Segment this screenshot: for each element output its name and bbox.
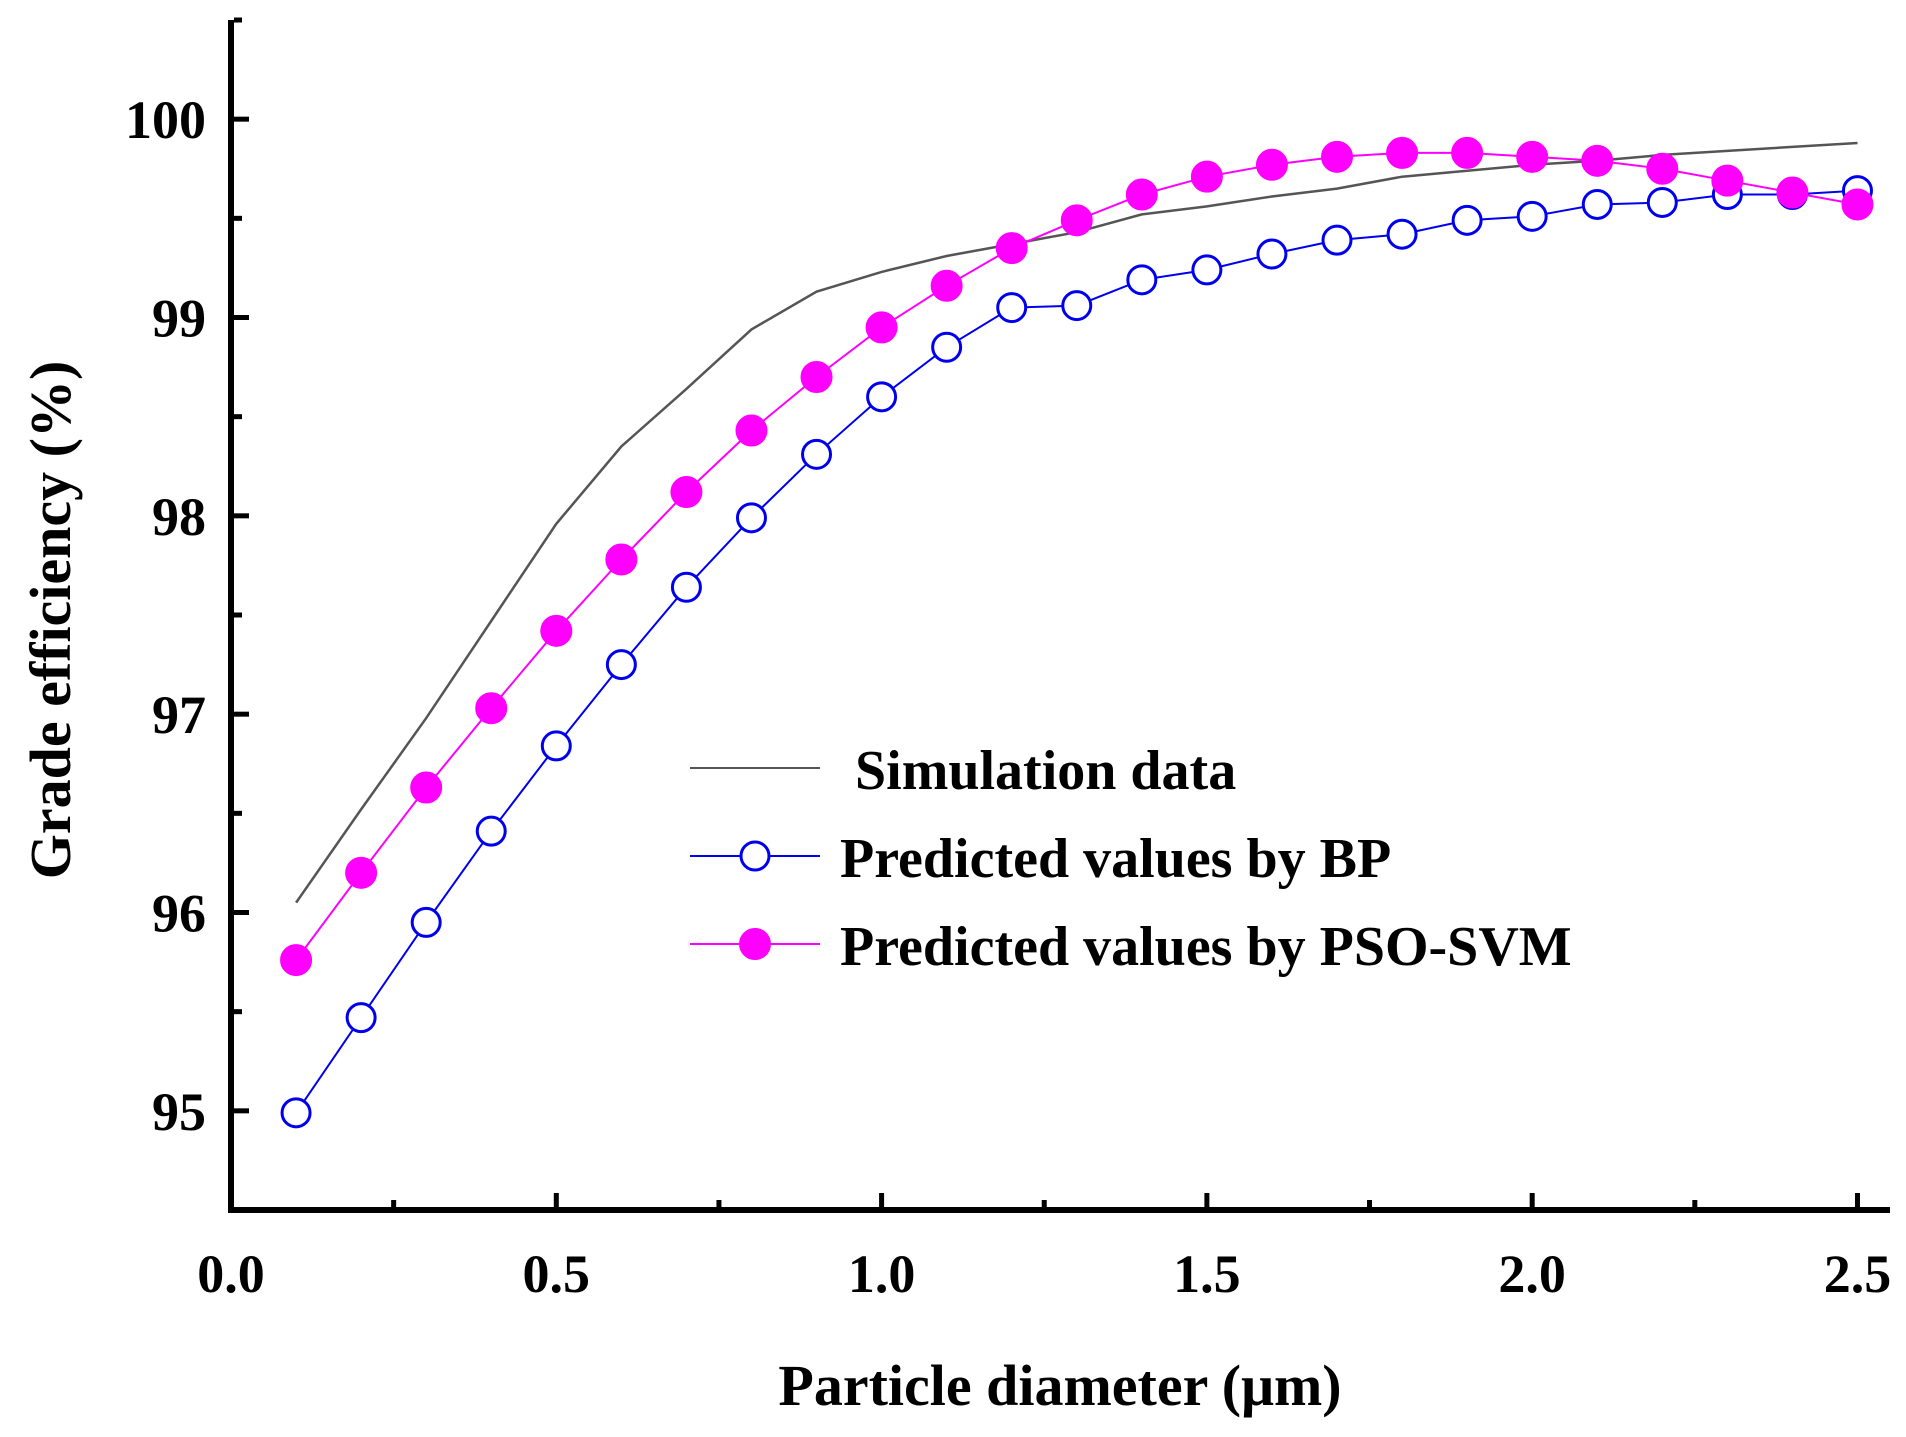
- data-point-bp: [1581, 188, 1613, 220]
- data-point-bp: [931, 331, 963, 363]
- series-markers-bp: [280, 175, 1873, 1129]
- legend: Simulation data Predicted values by BP P…: [690, 740, 1572, 978]
- data-point-bp: [1061, 290, 1093, 322]
- series-markers-pso-svm: [280, 136, 1874, 977]
- data-point-bp: [1451, 204, 1483, 236]
- x-tick-label: 0.5: [523, 1244, 591, 1304]
- data-point-bp: [605, 649, 637, 681]
- legend-item-simulation: Simulation data: [690, 740, 1236, 802]
- x-axis-title: Particle diameter (μm): [778, 1353, 1341, 1418]
- data-point-bp: [866, 381, 898, 413]
- data-point-bp: [1646, 186, 1678, 218]
- data-point-pso-svm: [1581, 144, 1614, 177]
- data-point-pso-svm: [605, 543, 638, 576]
- data-point-pso-svm: [1451, 136, 1484, 169]
- x-tick-label: 2.5: [1824, 1244, 1892, 1304]
- data-point-bp: [1126, 264, 1158, 296]
- data-point-pso-svm: [670, 476, 703, 509]
- data-point-pso-svm: [1255, 148, 1288, 181]
- data-point-pso-svm: [1125, 178, 1158, 211]
- data-point-pso-svm: [1321, 140, 1353, 173]
- data-point-pso-svm: [1190, 160, 1223, 193]
- data-point-pso-svm: [1711, 164, 1744, 197]
- legend-label-simulation: Simulation data: [855, 740, 1236, 802]
- series: [280, 136, 1874, 1129]
- legend-swatch-pso-svm-marker: [739, 928, 771, 960]
- data-point-pso-svm: [995, 232, 1028, 265]
- y-tick-label: 96: [152, 884, 206, 944]
- legend-item-pso-svm: Predicted values by PSO-SVM: [690, 916, 1572, 978]
- x-tick-label: 2.0: [1498, 1244, 1566, 1304]
- x-ticks: 0.0 0.5 1.0 1.5 2.0 2.5: [197, 1193, 1891, 1304]
- data-point-bp: [475, 815, 507, 847]
- x-tick-label: 1.5: [1173, 1244, 1241, 1304]
- data-point-bp: [540, 730, 572, 762]
- x-tick-label: 1.0: [848, 1244, 916, 1304]
- y-tick-label: 97: [152, 685, 206, 745]
- data-point-bp: [1386, 218, 1418, 250]
- data-point-pso-svm: [475, 692, 508, 725]
- data-point-bp: [670, 571, 702, 603]
- legend-swatch-bp-marker: [739, 840, 771, 872]
- data-point-pso-svm: [735, 414, 768, 447]
- data-point-pso-svm: [1516, 140, 1549, 173]
- y-ticks: 95 96 97 98 99 100: [125, 17, 249, 1213]
- data-point-pso-svm: [410, 771, 443, 804]
- data-point-pso-svm: [280, 944, 313, 977]
- data-point-bp: [280, 1097, 312, 1129]
- data-point-bp: [345, 1002, 377, 1034]
- data-point-bp: [735, 502, 767, 534]
- legend-label-bp: Predicted values by BP: [840, 828, 1391, 890]
- data-point-pso-svm: [865, 311, 898, 344]
- data-point-bp: [1321, 224, 1353, 256]
- data-point-bp: [996, 292, 1028, 324]
- data-point-bp: [1516, 200, 1548, 232]
- data-point-bp: [801, 438, 833, 470]
- data-point-bp: [410, 906, 442, 938]
- y-tick-label: 98: [152, 487, 206, 547]
- y-tick-label: 95: [152, 1082, 206, 1142]
- data-point-pso-svm: [345, 856, 378, 889]
- legend-label-pso-svm: Predicted values by PSO-SVM: [840, 916, 1572, 978]
- data-point-pso-svm: [1386, 136, 1419, 169]
- data-point-pso-svm: [540, 614, 573, 647]
- y-axis-title: Grade efficiency (%): [18, 361, 83, 880]
- axes: 0.0 0.5 1.0 1.5 2.0 2.5 95 96 97 98 99 100: [125, 17, 1891, 1304]
- data-point-pso-svm: [1646, 152, 1679, 185]
- x-tick-label: 0.0: [197, 1244, 265, 1304]
- data-point-pso-svm: [930, 269, 963, 302]
- data-point-pso-svm: [1060, 204, 1093, 237]
- y-tick-label: 99: [152, 289, 206, 349]
- legend-item-bp: Predicted values by BP: [690, 828, 1391, 890]
- data-point-bp: [1191, 254, 1223, 286]
- data-point-pso-svm: [1776, 176, 1809, 209]
- y-tick-label: 100: [125, 90, 206, 150]
- data-point-bp: [1256, 238, 1288, 270]
- data-point-pso-svm: [800, 361, 833, 393]
- data-point-pso-svm: [1841, 188, 1874, 221]
